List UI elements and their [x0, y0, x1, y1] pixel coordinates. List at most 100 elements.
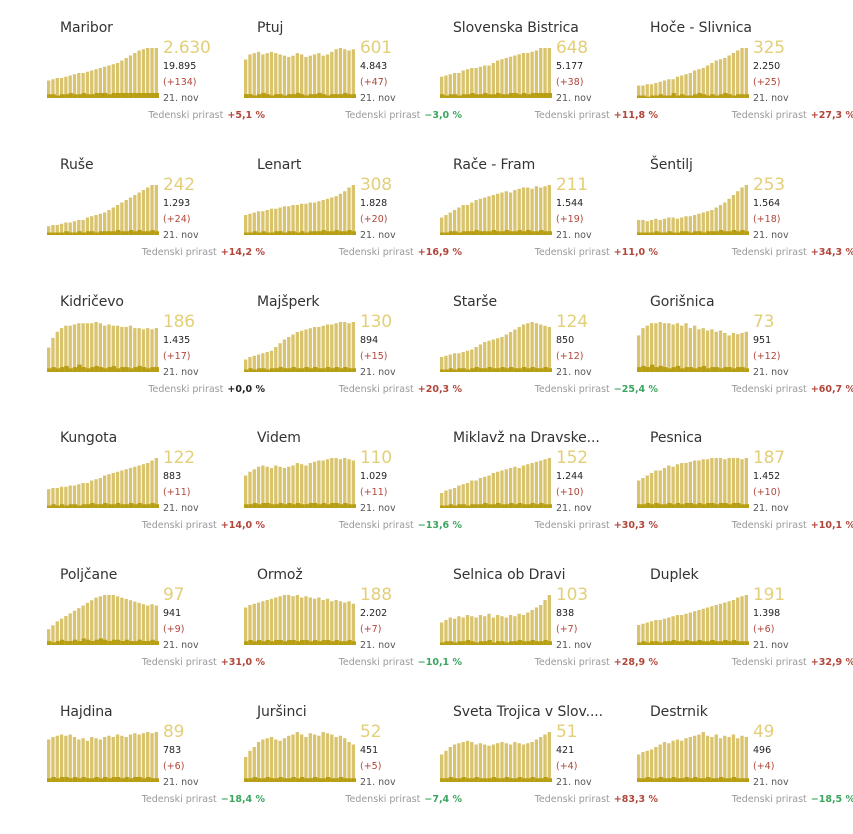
active-cases-bar — [304, 737, 308, 782]
daily-cases-bar — [440, 369, 445, 372]
active-cases-bar — [261, 739, 265, 782]
active-cases-bar — [269, 350, 274, 372]
active-cases-bar — [98, 739, 102, 782]
municipality-name: Maribor — [60, 20, 113, 36]
daily-cases-bar — [351, 641, 356, 645]
daily-cases-bar — [94, 504, 99, 508]
municipality-name: Videm — [257, 430, 301, 446]
active-cases-value: 211 — [556, 175, 588, 195]
total-cases-value: 1.293 — [163, 198, 191, 209]
active-cases-bar — [474, 480, 478, 508]
daily-cases-bar — [321, 230, 326, 235]
active-cases-bar — [684, 613, 688, 645]
active-cases-bar — [72, 324, 77, 372]
active-cases-bar — [128, 197, 133, 235]
municipality-name: Lenart — [257, 157, 302, 173]
active-cases-bar — [705, 607, 710, 645]
active-cases-bar — [731, 53, 736, 98]
active-cases-bar — [448, 617, 452, 645]
active-cases-bar — [265, 352, 269, 372]
daily-cases-bar — [513, 93, 518, 98]
weekly-growth: Tedenski prirast +60,7 % — [732, 384, 853, 395]
municipality-card: Rače - Fram 211 1.544 (+19) 21. nov Tedenski … — [440, 157, 658, 287]
daily-cases-bar — [718, 368, 724, 372]
daily-cases-bar — [269, 95, 275, 98]
active-cases-bar — [124, 737, 128, 782]
total-cases-value: 894 — [360, 335, 379, 346]
active-cases-bar — [667, 79, 671, 98]
daily-cases-bar — [103, 368, 108, 372]
daily-cases-bar — [483, 93, 488, 98]
active-cases-bar — [539, 605, 543, 645]
total-cases-value: 838 — [556, 608, 575, 619]
active-cases-bar — [252, 212, 256, 235]
active-cases-value: 130 — [360, 312, 392, 332]
active-cases-bar — [448, 212, 452, 235]
weekly-growth-label: Tedenski prirast — [731, 520, 807, 531]
active-cases-bar — [513, 616, 517, 645]
active-cases-bar — [478, 743, 483, 782]
daily-cases-bar — [740, 641, 745, 645]
active-cases-bar — [308, 202, 312, 235]
active-cases-bar — [500, 59, 504, 98]
active-cases-bar — [248, 54, 252, 98]
active-cases-bar — [736, 334, 740, 372]
active-cases-bar — [274, 465, 278, 508]
case-bar-chart — [637, 322, 749, 372]
daily-cases-bar — [641, 778, 646, 782]
daily-cases-bar — [547, 504, 552, 508]
daily-cases-bar — [103, 93, 108, 98]
active-cases-bar — [312, 461, 317, 508]
active-cases-bar — [304, 56, 308, 98]
daily-cases-bar — [347, 94, 352, 98]
daily-cases-bar — [697, 503, 702, 508]
active-cases-bar — [321, 732, 325, 782]
active-cases-bar — [291, 205, 295, 235]
daily-cases-bar — [688, 503, 693, 508]
active-cases-bar — [321, 460, 325, 508]
active-cases-bar — [107, 210, 111, 235]
daily-cases-bar — [115, 503, 121, 508]
active-cases-bar — [478, 615, 483, 645]
daily-cases-bar — [295, 92, 300, 98]
active-cases-bar — [688, 612, 692, 645]
case-bar-chart — [440, 732, 552, 782]
daily-cases-bar — [534, 231, 540, 235]
daily-cases-bar — [351, 778, 356, 782]
daily-cases-bar — [697, 231, 702, 235]
weekly-growth-label: Tedenski prirast — [731, 110, 807, 121]
active-cases-bar — [330, 51, 334, 98]
daily-cases-bar — [491, 777, 496, 782]
active-cases-value: 648 — [556, 38, 588, 58]
municipality-card: Starše 124 850 (+12) 21. nov Tedenski prirast… — [440, 294, 658, 424]
daily-cases-bar — [128, 778, 134, 782]
active-cases-bar — [137, 602, 141, 645]
active-cases-bar — [740, 332, 744, 372]
active-cases-bar — [72, 610, 77, 645]
active-cases-bar — [517, 613, 521, 645]
active-cases-bar — [291, 734, 295, 782]
daily-cases-bar — [705, 503, 711, 508]
active-cases-bar — [338, 735, 343, 782]
active-cases-bar — [688, 73, 692, 98]
daily-cases-bar — [85, 94, 91, 98]
daily-cases-bar — [261, 641, 266, 645]
municipality-name: Selnica ob Dravi — [453, 567, 566, 583]
daily-cases-bar — [680, 94, 685, 98]
daily-cases-bar — [85, 368, 91, 372]
active-cases-bar — [115, 471, 120, 508]
daily-cases-bar — [684, 95, 689, 98]
active-cases-bar — [727, 601, 731, 645]
daily-cases-bar — [256, 778, 262, 782]
total-cases-value: 496 — [753, 745, 772, 756]
date-label: 21. nov — [163, 503, 199, 514]
active-cases-bar — [124, 598, 128, 645]
daily-cases-bar — [103, 639, 108, 645]
daily-cases-bar — [300, 231, 305, 235]
daily-cases-bar — [85, 504, 91, 508]
active-cases-bar — [256, 742, 261, 782]
active-cases-bar — [282, 206, 287, 235]
daily-change-value: (+20) — [360, 214, 388, 225]
active-cases-bar — [723, 602, 727, 645]
municipality-card: Videm 110 1.029 (+11) 21. nov Tedenski priras… — [244, 430, 462, 560]
